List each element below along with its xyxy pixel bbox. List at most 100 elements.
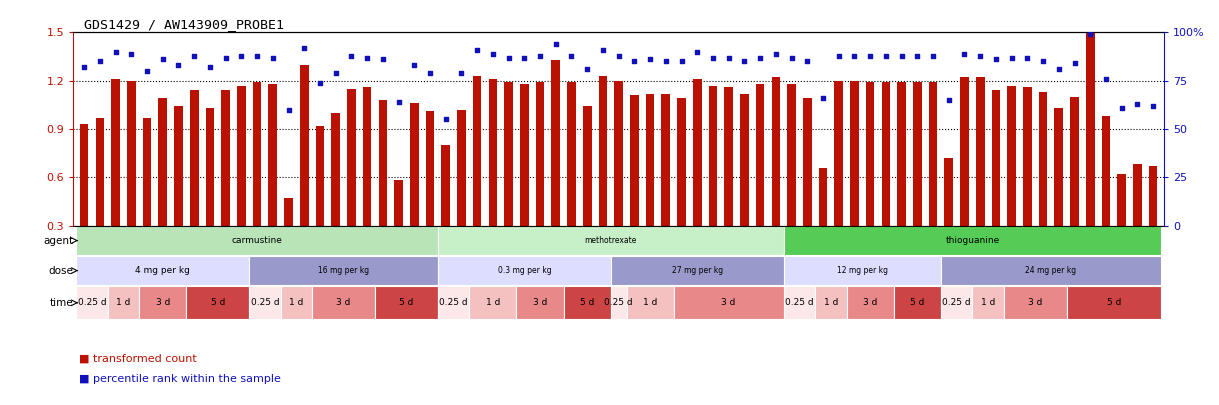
Bar (363, 87, 372, 226)
Bar (438, 256, 611, 285)
Point (405, 62, 424, 68)
Point (781, 54, 801, 61)
Text: 5 d: 5 d (400, 298, 413, 307)
Text: 3 d: 3 d (863, 298, 878, 307)
Point (594, 47, 613, 53)
Bar (816, 286, 846, 319)
Text: dose: dose (49, 266, 73, 275)
Text: 1 d: 1 d (485, 298, 500, 307)
Point (624, 58, 644, 65)
Bar (756, 84, 764, 226)
Bar (505, 82, 513, 226)
Bar (662, 94, 670, 226)
Text: 1 d: 1 d (289, 298, 304, 307)
Bar (517, 286, 563, 319)
Point (1128, 100, 1147, 107)
Point (562, 52, 581, 59)
Text: 5 d: 5 d (580, 298, 595, 307)
Bar (1039, 92, 1047, 226)
Bar (174, 107, 183, 226)
Bar (819, 168, 828, 226)
Text: 0.25 d: 0.25 d (251, 298, 279, 307)
Bar (941, 286, 973, 319)
Bar (332, 113, 340, 226)
Bar (941, 256, 1160, 285)
Bar (772, 77, 780, 226)
Text: time: time (50, 298, 73, 308)
Point (499, 54, 518, 61)
Bar (111, 79, 119, 226)
Bar (457, 110, 466, 226)
Bar (143, 118, 151, 226)
Text: 0.3 mg per kg: 0.3 mg per kg (497, 266, 551, 275)
Bar (678, 98, 686, 226)
Bar (79, 124, 89, 226)
Text: methotrexate: methotrexate (585, 236, 638, 245)
Bar (249, 256, 438, 285)
Point (703, 54, 723, 61)
Point (876, 52, 896, 59)
Bar (107, 286, 139, 319)
Point (656, 58, 675, 65)
Bar (991, 90, 1001, 226)
Text: 1 d: 1 d (116, 298, 130, 307)
Point (279, 107, 299, 113)
Bar (95, 118, 104, 226)
Point (514, 54, 534, 61)
Text: 1 d: 1 d (642, 298, 657, 307)
Bar (206, 108, 215, 226)
Bar (425, 111, 434, 226)
Point (954, 50, 974, 57)
Bar (190, 90, 199, 226)
Point (184, 52, 204, 59)
Bar (784, 226, 1160, 255)
Bar (1118, 174, 1126, 226)
Point (200, 64, 219, 70)
Point (90, 58, 110, 65)
Bar (489, 79, 497, 226)
Point (1050, 66, 1069, 72)
Bar (249, 286, 280, 319)
Bar (1067, 286, 1160, 319)
Text: agent: agent (44, 236, 73, 245)
Text: 4 mg per kg: 4 mg per kg (135, 266, 190, 275)
Bar (563, 286, 611, 319)
Bar (438, 286, 469, 319)
Bar (945, 158, 953, 226)
Bar (614, 81, 623, 226)
Point (357, 54, 377, 61)
Text: GDS1429 / AW143909_PROBE1: GDS1429 / AW143909_PROBE1 (84, 18, 284, 31)
Point (1002, 54, 1022, 61)
Point (295, 45, 315, 51)
Point (1112, 104, 1131, 111)
Point (483, 50, 502, 57)
Bar (441, 145, 450, 226)
Bar (865, 82, 874, 226)
Bar (252, 82, 261, 226)
Bar (158, 98, 167, 226)
Bar (1148, 166, 1158, 226)
Text: 0.25 d: 0.25 d (785, 298, 814, 307)
Text: 3 d: 3 d (336, 298, 351, 307)
Bar (724, 87, 733, 226)
Text: 27 mg per kg: 27 mg per kg (672, 266, 723, 275)
Bar (312, 286, 375, 319)
Bar (1102, 116, 1111, 226)
Bar (973, 286, 1003, 319)
Bar (583, 107, 591, 226)
Bar (316, 126, 324, 226)
Bar (846, 286, 894, 319)
Bar (1134, 164, 1142, 226)
Point (608, 52, 629, 59)
Point (640, 56, 659, 63)
Point (373, 56, 393, 63)
Point (845, 52, 864, 59)
Text: 3 d: 3 d (156, 298, 169, 307)
Bar (646, 94, 655, 226)
Point (813, 95, 833, 101)
Bar (1023, 87, 1031, 226)
Point (389, 99, 408, 105)
Bar (127, 81, 135, 226)
Point (341, 52, 361, 59)
Text: 5 d: 5 d (211, 298, 226, 307)
